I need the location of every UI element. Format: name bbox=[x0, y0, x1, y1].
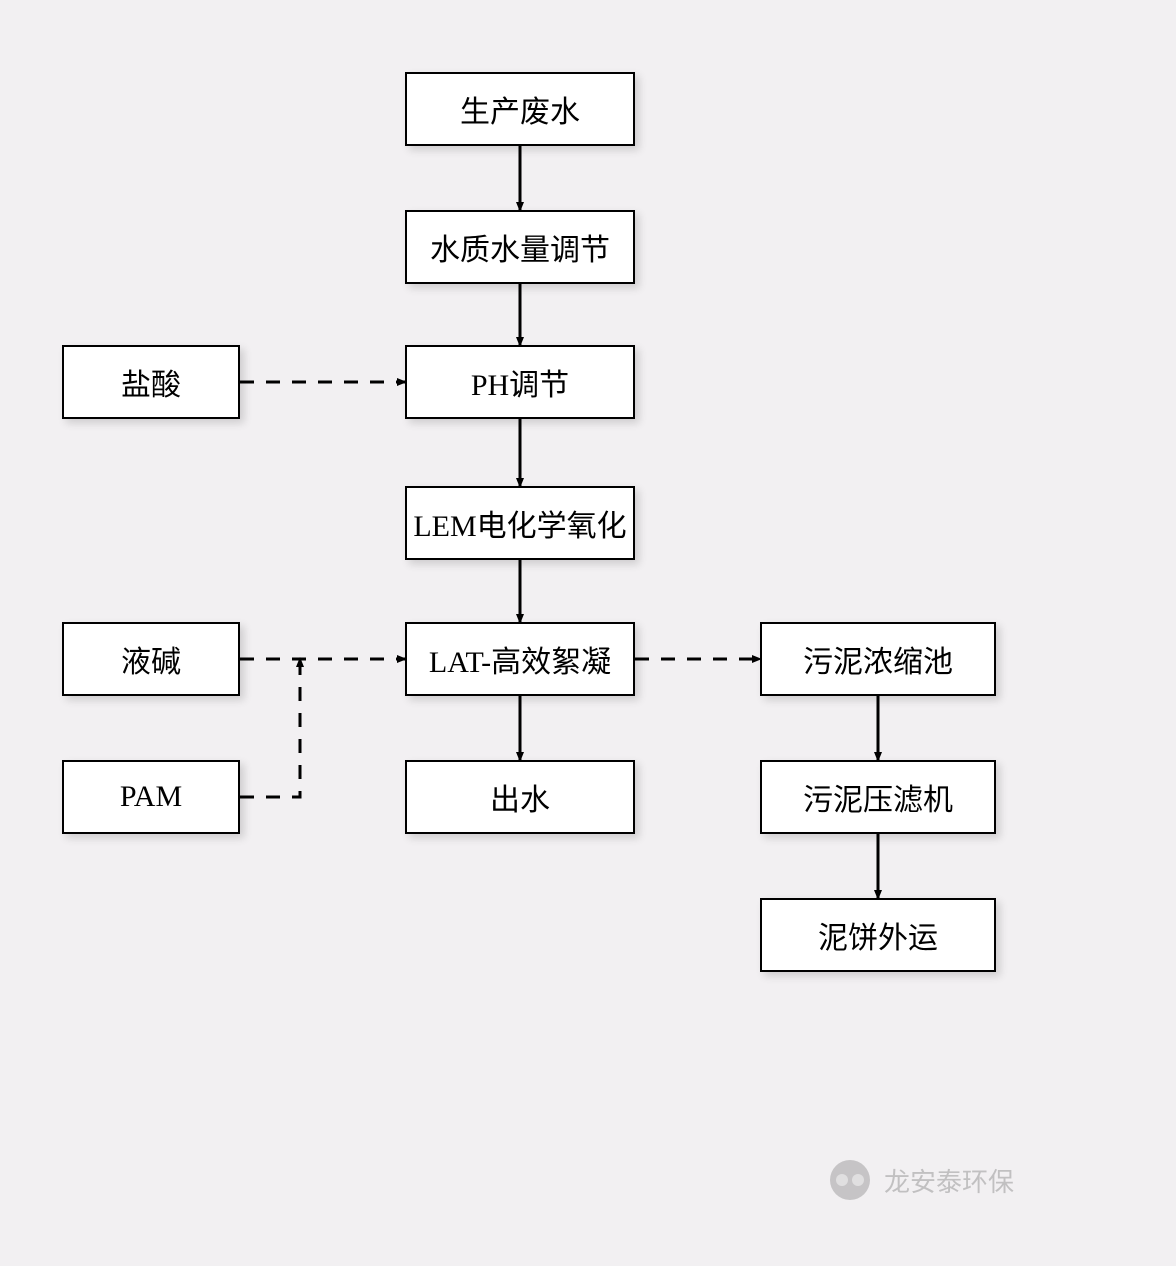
node-sludge_press: 污泥压滤机 bbox=[760, 760, 996, 834]
node-lem: LEM电化学氧化 bbox=[405, 486, 635, 560]
watermark: 龙安泰环保 bbox=[830, 1160, 1014, 1200]
node-hcl: 盐酸 bbox=[62, 345, 240, 419]
edge-pam-lat bbox=[240, 659, 300, 797]
node-naoh: 液碱 bbox=[62, 622, 240, 696]
node-pam: PAM bbox=[62, 760, 240, 834]
node-effluent: 出水 bbox=[405, 760, 635, 834]
node-sludge_thick: 污泥浓缩池 bbox=[760, 622, 996, 696]
node-lat: LAT-高效絮凝 bbox=[405, 622, 635, 696]
wechat-icon bbox=[830, 1160, 870, 1200]
node-adjust: 水质水量调节 bbox=[405, 210, 635, 284]
node-ph: PH调节 bbox=[405, 345, 635, 419]
node-cake: 泥饼外运 bbox=[760, 898, 996, 972]
node-wastewater: 生产废水 bbox=[405, 72, 635, 146]
watermark-text: 龙安泰环保 bbox=[884, 1162, 1014, 1199]
